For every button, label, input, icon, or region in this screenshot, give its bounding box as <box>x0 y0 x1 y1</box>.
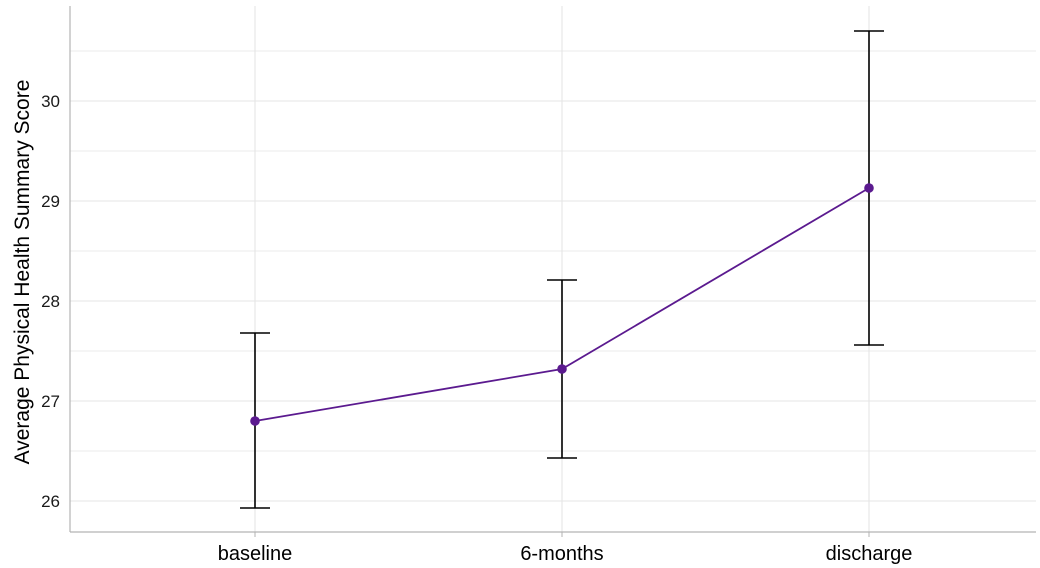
data-point <box>250 416 260 426</box>
y-tick-label: 29 <box>41 192 60 211</box>
data-point <box>557 364 567 374</box>
series-layer <box>240 30 884 509</box>
label-layer: 26 27 28 29 30 baseline 6-months discharge <box>41 92 912 565</box>
grid-layer <box>70 6 1036 532</box>
axis-layer <box>69 6 1036 537</box>
y-tick-label: 28 <box>41 292 60 311</box>
y-tick-label: 27 <box>41 392 60 411</box>
x-tick-label: 6-months <box>520 543 603 565</box>
x-tick-label: discharge <box>826 543 913 565</box>
y-tick-label: 26 <box>41 492 60 511</box>
data-point <box>864 183 874 193</box>
y-axis-title: Average Physical Health Summary Score <box>11 80 34 465</box>
x-tick-label: baseline <box>218 543 293 565</box>
y-tick-label: 30 <box>41 92 60 111</box>
